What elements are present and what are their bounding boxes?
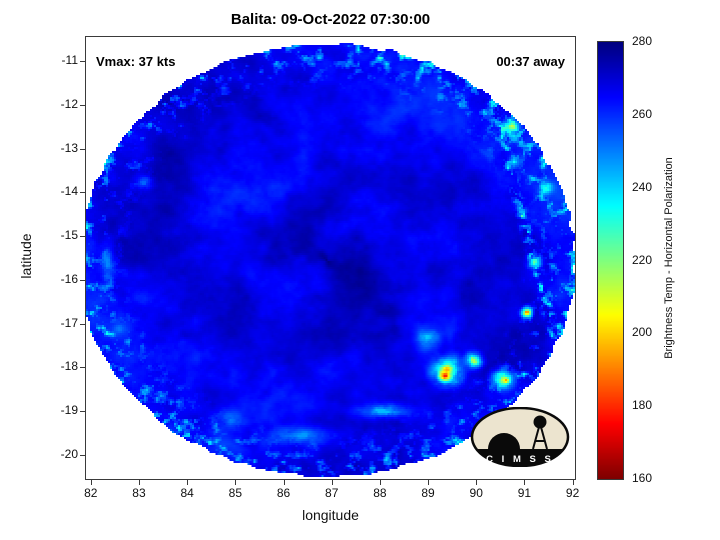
y-tick-label: -19 (60, 403, 78, 418)
colorbar-tick-label: 220 (632, 252, 653, 267)
x-tick-mark (379, 480, 381, 485)
x-tick-label: 89 (421, 486, 435, 500)
vmax-annotation: Vmax: 37 kts (96, 54, 176, 69)
y-tick-label: -14 (60, 184, 78, 199)
satellite-dish-silhouette (533, 415, 547, 429)
y-axis-label: latitude (18, 233, 34, 279)
tower-silhouette (532, 426, 548, 450)
x-tick-mark (524, 480, 526, 485)
x-tick-mark (90, 480, 92, 485)
y-tick-label: -15 (60, 228, 78, 243)
colorbar-tick-label: 280 (632, 34, 653, 48)
time-away-annotation: 00:37 away (496, 54, 565, 69)
y-tick-mark (80, 454, 85, 456)
colorbar-label: Brightness Temp - Horizontal Polarizatio… (663, 157, 675, 359)
y-tick-mark (80, 104, 85, 106)
y-tick-mark (80, 148, 85, 150)
colorbar-tick-label: 200 (632, 325, 653, 340)
colorbar-tick-label: 240 (632, 179, 653, 194)
cimss-logo-text: C I M S S (486, 454, 554, 465)
x-tick-mark (572, 480, 574, 485)
x-tick-mark (283, 480, 285, 485)
x-tick-mark (331, 480, 333, 485)
colorbar (597, 41, 624, 480)
y-tick-label: -18 (60, 359, 78, 374)
x-tick-mark (138, 480, 140, 485)
x-tick-label: 91 (517, 486, 532, 500)
y-tick-mark (80, 411, 85, 413)
cimss-logo-graphic: C I M S S (470, 406, 570, 468)
brightness-temp-map (86, 37, 575, 479)
x-tick-label: 82 (84, 486, 98, 500)
colorbar-tick-label: 160 (632, 471, 653, 485)
x-tick-label: 90 (469, 486, 483, 500)
x-tick-mark (476, 480, 478, 485)
cimss-logo: C I M S S (470, 406, 570, 468)
x-tick-label: 86 (276, 486, 291, 500)
y-tick-mark (80, 61, 85, 63)
y-tick-mark (80, 279, 85, 281)
colorbar-tick-label: 180 (632, 398, 653, 413)
y-tick-label: -13 (60, 140, 78, 155)
y-tick-mark (80, 236, 85, 238)
x-tick-label: 83 (132, 486, 146, 500)
y-tick-mark (80, 323, 85, 325)
y-tick-mark (80, 367, 85, 369)
x-tick-label: 88 (373, 486, 387, 500)
x-tick-label: 87 (325, 486, 339, 500)
plot-area: Vmax: 37 kts 00:37 away C I M S S (85, 36, 576, 480)
x-tick-label: 92 (565, 486, 580, 500)
colorbar-tick-label: 260 (632, 106, 653, 121)
y-tick-mark (80, 192, 85, 194)
radome-dome-silhouette (488, 433, 520, 449)
x-tick-label: 85 (228, 486, 243, 500)
y-tick-label: -16 (60, 271, 78, 286)
x-axis-label: longitude (302, 507, 359, 523)
plot-title: Balita: 09-Oct-2022 07:30:00 (230, 11, 431, 28)
x-tick-mark (187, 480, 189, 485)
y-tick-label: -12 (60, 96, 78, 111)
y-tick-label: -20 (60, 446, 78, 461)
x-tick-label: 84 (180, 486, 194, 500)
y-tick-label: -17 (60, 315, 78, 330)
x-tick-mark (428, 480, 430, 485)
colorbar-gradient (598, 42, 623, 479)
y-tick-label: -11 (61, 53, 78, 68)
x-tick-mark (235, 480, 237, 485)
